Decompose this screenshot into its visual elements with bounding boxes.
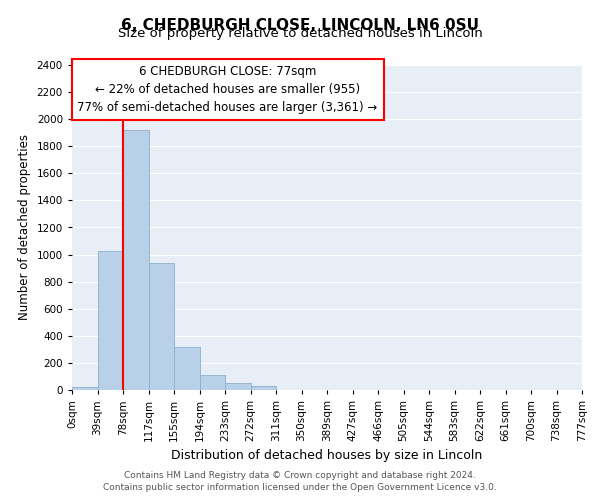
X-axis label: Distribution of detached houses by size in Lincoln: Distribution of detached houses by size … [172, 450, 482, 462]
Bar [225, 383, 251, 390]
Bar [251, 386, 276, 390]
Text: 6 CHEDBURGH CLOSE: 77sqm
← 22% of detached houses are smaller (955)
77% of semi-: 6 CHEDBURGH CLOSE: 77sqm ← 22% of detach… [77, 65, 377, 114]
Text: Size of property relative to detached houses in Lincoln: Size of property relative to detached ho… [118, 28, 482, 40]
Bar [199, 375, 225, 390]
Bar [72, 386, 97, 390]
Bar [149, 262, 174, 390]
Y-axis label: Number of detached properties: Number of detached properties [18, 134, 31, 320]
Bar [174, 346, 199, 390]
Text: 6, CHEDBURGH CLOSE, LINCOLN, LN6 0SU: 6, CHEDBURGH CLOSE, LINCOLN, LN6 0SU [121, 18, 479, 32]
Bar [123, 130, 149, 390]
Bar [97, 250, 123, 390]
Text: Contains HM Land Registry data © Crown copyright and database right 2024.
Contai: Contains HM Land Registry data © Crown c… [103, 471, 497, 492]
